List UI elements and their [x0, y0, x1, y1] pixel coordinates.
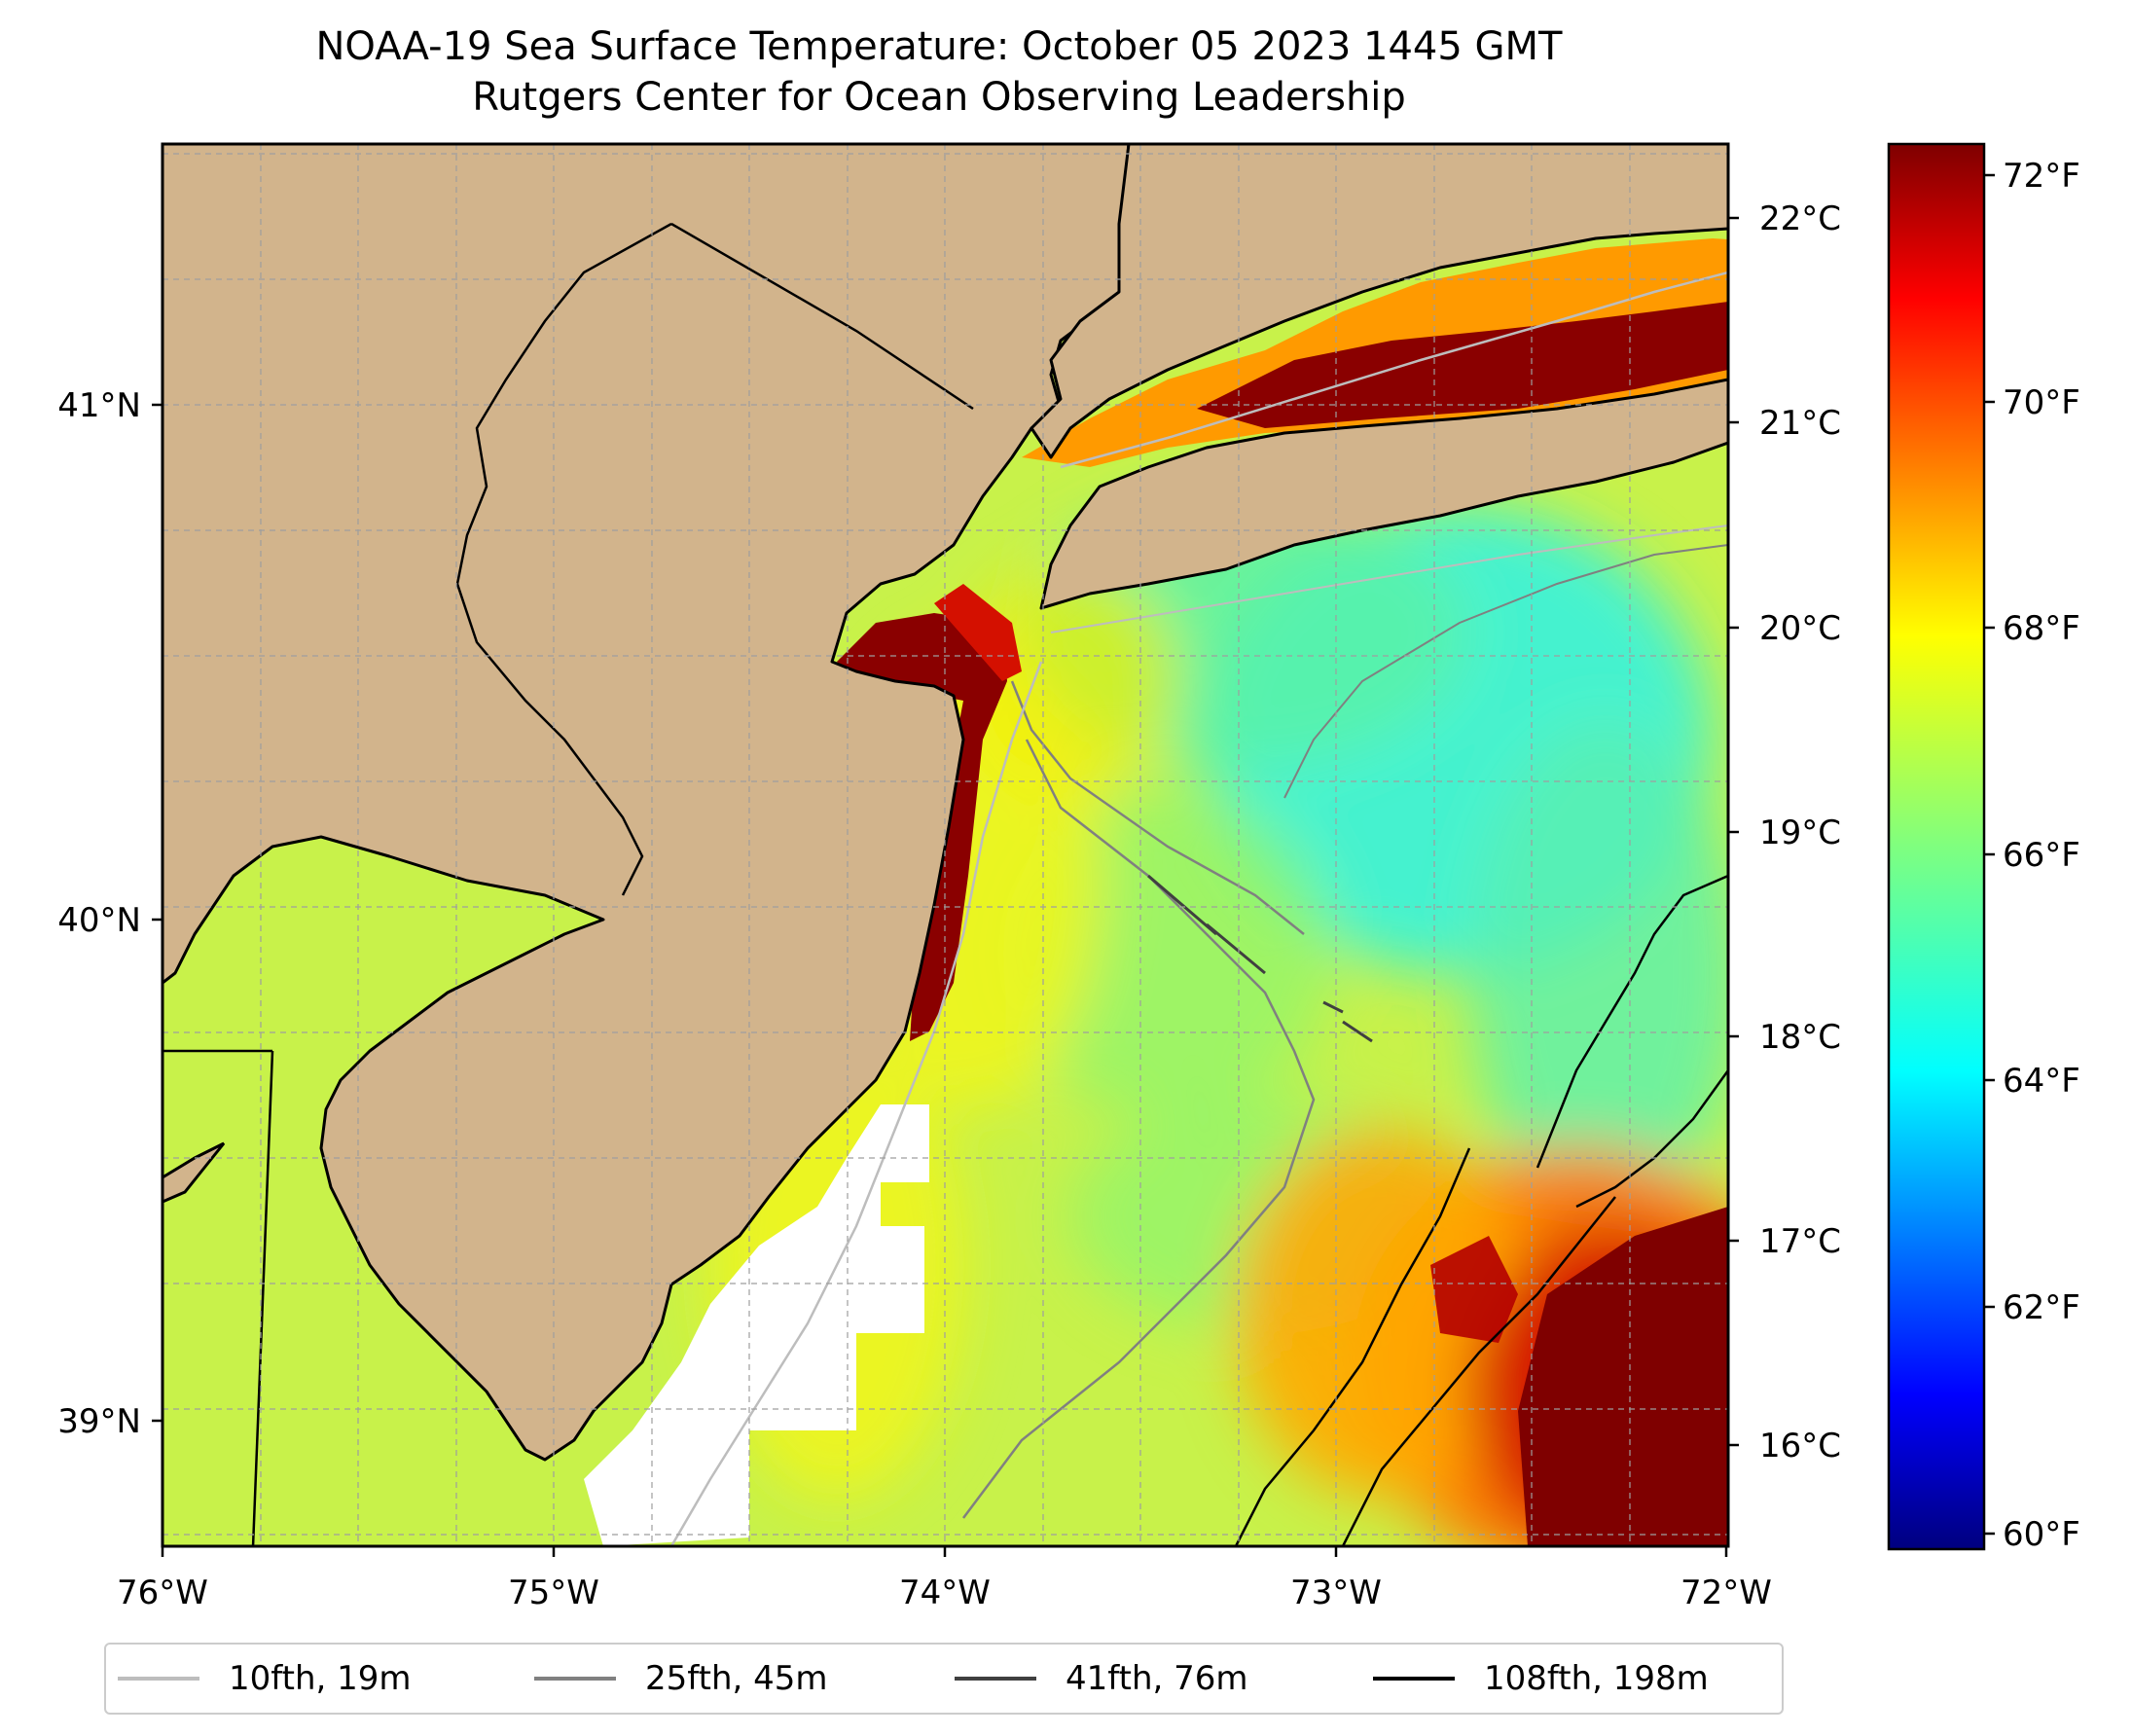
fahrenheit-label-62: 62°F — [2003, 1288, 2080, 1327]
state-boundaries — [163, 222, 974, 1546]
legend-label-25fth: 25fth, 45m — [645, 1659, 828, 1698]
title-line-2: Rutgers Center for Ocean Observing Leade… — [472, 75, 1406, 120]
map-title: NOAA-19 Sea Surface Temperature: October… — [0, 21, 1878, 123]
graticule — [163, 144, 1728, 1546]
fahrenheit-label-70: 70°F — [2003, 383, 2080, 422]
legend-entry-10fth: 10fth, 19m — [118, 1645, 412, 1713]
legend-entry-108fth: 108fth, 198m — [1373, 1645, 1709, 1713]
no-data-region — [584, 1104, 929, 1546]
title-line-1: NOAA-19 Sea Surface Temperature: October… — [315, 24, 1563, 69]
legend-label-108fth: 108fth, 198m — [1484, 1659, 1709, 1698]
harbor-warm — [934, 584, 1022, 681]
lon-label-72w: 72°W — [1680, 1573, 1772, 1612]
celsius-label-21: 21°C — [1759, 404, 1841, 443]
legend-label-41fth: 41fth, 76m — [1066, 1659, 1248, 1698]
lat-label-39n: 39°N — [57, 1402, 141, 1441]
colorbar — [1887, 142, 1986, 1551]
fahrenheit-label-66: 66°F — [2003, 836, 2080, 875]
map-area — [163, 144, 1728, 1546]
warm-water-patch — [1430, 1236, 1518, 1343]
contour-legend: 10fth, 19m 25fth, 45m 41fth, 76m 108fth,… — [104, 1643, 1784, 1715]
coastal-warm-strip — [837, 613, 1007, 1041]
legend-swatch-41fth — [955, 1677, 1036, 1681]
lon-label-73w: 73°W — [1290, 1573, 1382, 1612]
celsius-label-18: 18°C — [1759, 1018, 1841, 1057]
celsius-label-17: 17°C — [1759, 1222, 1841, 1261]
land-connecticut — [1030, 144, 1728, 459]
celsius-label-16: 16°C — [1759, 1427, 1841, 1465]
lon-label-74w: 74°W — [899, 1573, 991, 1612]
bathymetry-contours — [669, 271, 1728, 1546]
legend-swatch-25fth — [534, 1677, 616, 1681]
land-long-island — [1039, 378, 1728, 610]
fahrenheit-label-68: 68°F — [2003, 609, 2080, 648]
lat-label-41n: 41°N — [57, 386, 141, 425]
legend-label-10fth: 10fth, 19m — [229, 1659, 412, 1698]
celsius-label-19: 19°C — [1759, 814, 1841, 852]
legend-swatch-10fth — [118, 1677, 199, 1681]
legend-swatch-108fth — [1373, 1677, 1455, 1681]
colorbar-ticks — [1984, 173, 1995, 1536]
lat-label-40n: 40°N — [57, 901, 141, 940]
legend-entry-25fth: 25fth, 45m — [534, 1645, 828, 1713]
warm-water-se — [1518, 1207, 1728, 1546]
fahrenheit-label-64: 64°F — [2003, 1062, 2080, 1101]
celsius-label-22: 22°C — [1759, 199, 1841, 238]
lon-label-76w: 76°W — [117, 1573, 208, 1612]
axis-ticks — [152, 216, 1739, 1557]
lon-label-75w: 75°W — [508, 1573, 599, 1612]
celsius-label-20: 20°C — [1759, 609, 1841, 648]
fahrenheit-label-72: 72°F — [2003, 157, 2080, 196]
fahrenheit-label-60: 60°F — [2003, 1515, 2080, 1554]
long-island-sound-warm — [1197, 302, 1728, 428]
legend-entry-41fth: 41fth, 76m — [955, 1645, 1248, 1713]
